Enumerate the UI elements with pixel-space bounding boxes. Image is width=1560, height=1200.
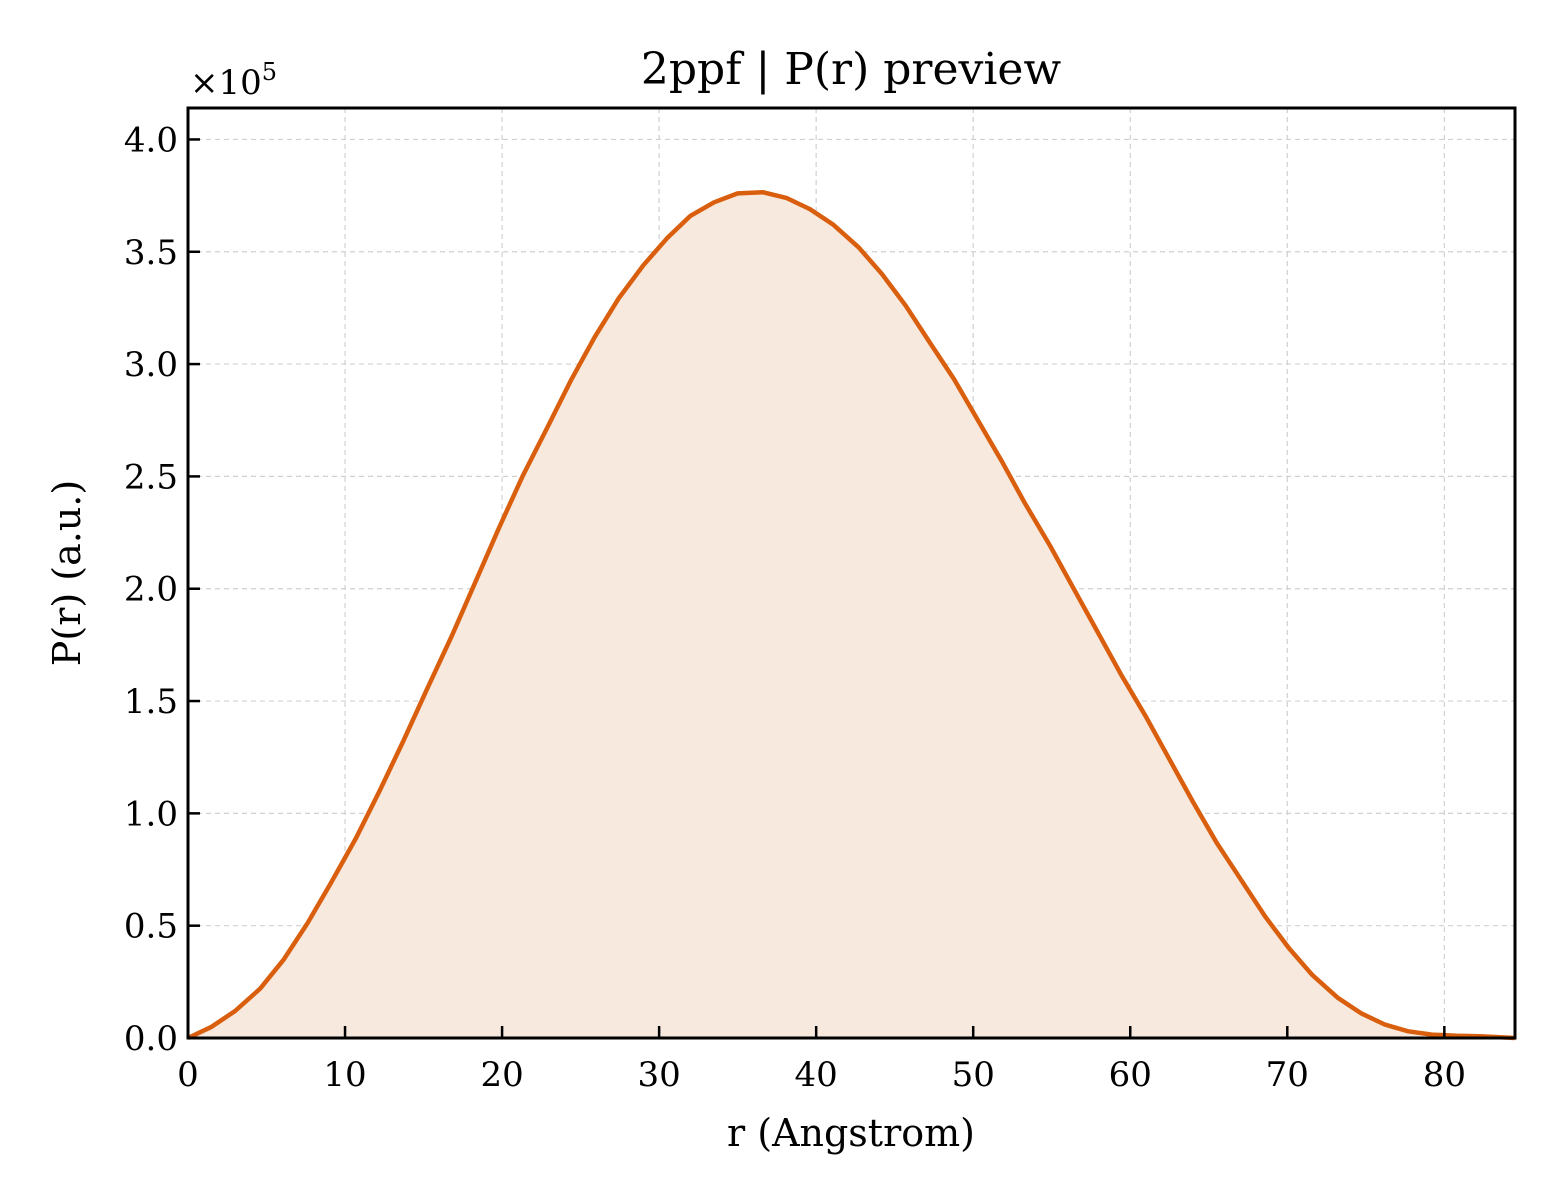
y-axis-ticks: 0.0 0.5 1.0 1.5 2.0 2.5 3.0 3.5 4.0 [124, 120, 200, 1059]
y-axis-label: P(r) (a.u.) [45, 480, 89, 666]
y-scale-prefix: ×10 [190, 63, 262, 103]
y-tick-label: 3.0 [124, 345, 178, 385]
y-scale-exponent: 5 [262, 58, 277, 86]
x-tick-label: 30 [637, 1055, 680, 1095]
x-tick-label: 50 [952, 1055, 995, 1095]
y-tick-label: 1.5 [124, 682, 178, 722]
x-axis-ticks: 0 10 20 30 40 50 60 70 80 [177, 1026, 1466, 1095]
plot-frame [186, 106, 1517, 1040]
x-axis-label: r (Angstrom) [727, 1111, 975, 1155]
pr-series-line [187, 189, 1516, 1041]
y-tick-label: 2.5 [124, 457, 178, 497]
y-tick-label: 0.5 [124, 907, 178, 947]
x-tick-label: 60 [1109, 1055, 1152, 1095]
x-tick-label: 20 [480, 1055, 523, 1095]
pr-area-fill [188, 192, 1515, 1038]
y-tick-label: 0.0 [124, 1019, 178, 1059]
y-tick-label: 2.0 [124, 570, 178, 610]
chart-title: 2ppf | P(r) preview [641, 44, 1062, 95]
y-tick-label: 4.0 [124, 120, 178, 160]
y-tick-label: 3.5 [124, 233, 178, 273]
y-tick-label: 1.0 [124, 794, 178, 834]
x-tick-label: 40 [795, 1055, 838, 1095]
x-tick-label: 0 [177, 1055, 199, 1095]
y-scale-multiplier: ×105 [190, 58, 277, 103]
x-tick-label: 70 [1266, 1055, 1309, 1095]
x-tick-label: 10 [323, 1055, 366, 1095]
x-tick-label: 80 [1423, 1055, 1466, 1095]
